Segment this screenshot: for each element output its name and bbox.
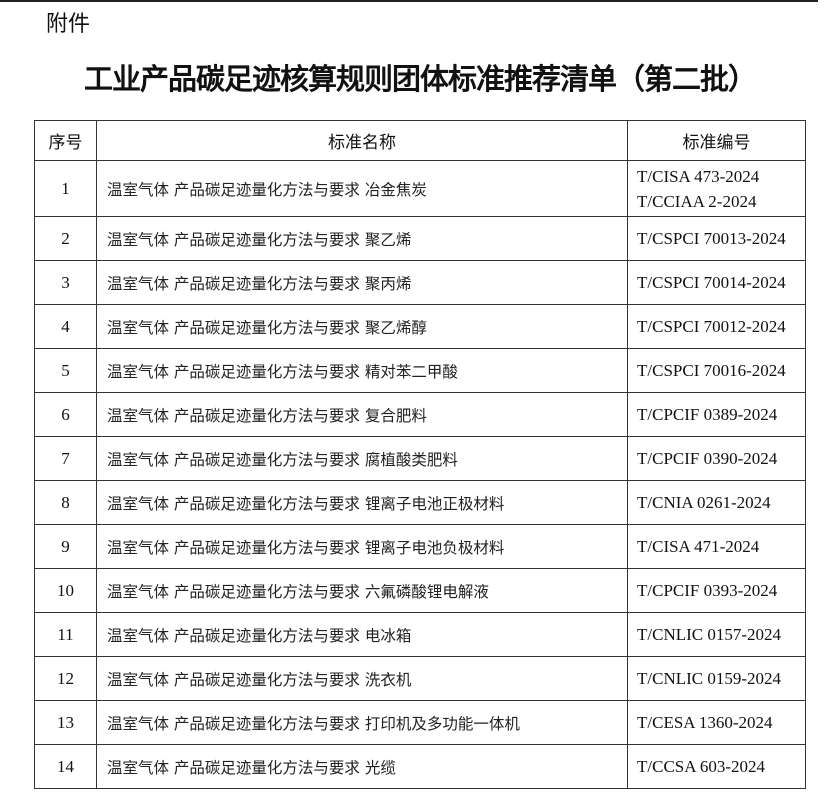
top-rule [0, 0, 818, 2]
row-number: 6 [34, 392, 97, 437]
standards-table: 序号 标准名称 标准编号 1 温室气体 产品碳足迹量化方法与要求 冶金焦炭 T/CI… [34, 120, 806, 789]
table-row: 13 温室气体 产品碳足迹量化方法与要求 打印机及多功能一体机 T/CESA 136… [34, 700, 806, 745]
standard-code-cell: T/CSPCI 70014-2024 [627, 260, 806, 305]
standard-code: T/CPCIF 0393-2024 [637, 581, 778, 600]
standard-code-cell: T/CESA 1360-2024 [627, 700, 806, 745]
table-row: 14 温室气体 产品碳足迹量化方法与要求 光缆 T/CCSA 603-2024 [34, 744, 806, 789]
standard-code: T/CPCIF 0390-2024 [637, 449, 778, 468]
standard-code: T/CPCIF 0389-2024 [637, 405, 778, 424]
standard-name: 温室气体 产品碳足迹量化方法与要求 锂离子电池负极材料 [96, 524, 628, 569]
standard-code-cell: T/CSPCI 70016-2024 [627, 348, 806, 393]
standard-code-cell: T/CCSA 603-2024 [627, 744, 806, 789]
standard-code: T/CNIA 0261-2024 [637, 493, 771, 512]
standard-name: 温室气体 产品碳足迹量化方法与要求 洗衣机 [96, 656, 628, 701]
standard-code-cell: T/CSPCI 70012-2024 [627, 304, 806, 349]
standard-name: 温室气体 产品碳足迹量化方法与要求 聚丙烯 [96, 260, 628, 305]
standard-code-cell: T/CNLIC 0159-2024 [627, 656, 806, 701]
table-row: 2 温室气体 产品碳足迹量化方法与要求 聚乙烯 T/CSPCI 70013-2024 [34, 216, 806, 261]
table-header-row: 序号 标准名称 标准编号 [34, 120, 806, 161]
standard-code: T/CSPCI 70013-2024 [637, 229, 786, 248]
row-number: 11 [34, 612, 97, 657]
row-number: 13 [34, 700, 97, 745]
standard-name: 温室气体 产品碳足迹量化方法与要求 冶金焦炭 [96, 160, 628, 217]
standard-code-cell: T/CPCIF 0390-2024 [627, 436, 806, 481]
standard-code-cell: T/CSPCI 70013-2024 [627, 216, 806, 261]
header-no: 序号 [34, 120, 97, 161]
standard-code: T/CSPCI 70012-2024 [637, 317, 786, 336]
standard-code: T/CNLIC 0157-2024 [637, 625, 782, 644]
standard-code: T/CESA 1360-2024 [637, 713, 773, 732]
table-row: 6 温室气体 产品碳足迹量化方法与要求 复合肥料 T/CPCIF 0389-2024 [34, 392, 806, 437]
standard-code: T/CISA 471-2024 [637, 537, 760, 556]
table-row: 12 温室气体 产品碳足迹量化方法与要求 洗衣机 T/CNLIC 0159-2024 [34, 656, 806, 701]
standard-code: T/CISA 473-2024 [637, 166, 760, 186]
attachment-label: 附件 [46, 12, 91, 37]
standard-name: 温室气体 产品碳足迹量化方法与要求 打印机及多功能一体机 [96, 700, 628, 745]
standard-name: 温室气体 产品碳足迹量化方法与要求 电冰箱 [96, 612, 628, 657]
row-number: 10 [34, 568, 97, 613]
row-number: 12 [34, 656, 97, 701]
header-name: 标准名称 [96, 120, 628, 161]
standard-code: T/CNLIC 0159-2024 [637, 669, 782, 688]
standard-name: 温室气体 产品碳足迹量化方法与要求 复合肥料 [96, 392, 628, 437]
standard-name: 温室气体 产品碳足迹量化方法与要求 精对苯二甲酸 [96, 348, 628, 393]
standard-code: T/CCSA 603-2024 [637, 757, 765, 776]
standard-code-cell: T/CISA 471-2024 [627, 524, 806, 569]
header-code: 标准编号 [627, 120, 806, 161]
standard-code-cell: T/CNIA 0261-2024 [627, 480, 806, 525]
standard-code-cell: T/CNLIC 0157-2024 [627, 612, 806, 657]
standard-name: 温室气体 产品碳足迹量化方法与要求 锂离子电池正极材料 [96, 480, 628, 525]
row-number: 9 [34, 524, 97, 569]
standard-name: 温室气体 产品碳足迹量化方法与要求 六氟磷酸锂电解液 [96, 568, 628, 613]
standard-name: 温室气体 产品碳足迹量化方法与要求 聚乙烯 [96, 216, 628, 261]
row-number: 14 [34, 744, 97, 789]
standard-name: 温室气体 产品碳足迹量化方法与要求 聚乙烯醇 [96, 304, 628, 349]
row-number: 3 [34, 260, 97, 305]
standard-code-cell: T/CPCIF 0389-2024 [627, 392, 806, 437]
table-row: 8 温室气体 产品碳足迹量化方法与要求 锂离子电池正极材料 T/CNIA 0261-… [34, 480, 806, 525]
table-row: 7 温室气体 产品碳足迹量化方法与要求 腐植酸类肥料 T/CPCIF 0390-20… [34, 436, 806, 481]
row-number: 7 [34, 436, 97, 481]
document-title: 工业产品碳足迹核算规则团体标准推荐清单（第二批） [83, 62, 757, 96]
standard-code-cell: T/CISA 473-2024 T/CCIAA 2-2024 [627, 160, 806, 217]
table-row: 3 温室气体 产品碳足迹量化方法与要求 聚丙烯 T/CSPCI 70014-2024 [34, 260, 806, 305]
row-number: 5 [34, 348, 97, 393]
row-number: 8 [34, 480, 97, 525]
standard-code: T/CSPCI 70014-2024 [637, 273, 786, 292]
table-row: 11 温室气体 产品碳足迹量化方法与要求 电冰箱 T/CNLIC 0157-2024 [34, 612, 806, 657]
standard-name: 温室气体 产品碳足迹量化方法与要求 腐植酸类肥料 [96, 436, 628, 481]
standard-code-cell: T/CPCIF 0393-2024 [627, 568, 806, 613]
table-row: 1 温室气体 产品碳足迹量化方法与要求 冶金焦炭 T/CISA 473-2024 T/… [34, 160, 806, 217]
standard-code: T/CCIAA 2-2024 [637, 191, 757, 211]
table-row: 5 温室气体 产品碳足迹量化方法与要求 精对苯二甲酸 T/CSPCI 70016-2… [34, 348, 806, 393]
row-number: 4 [34, 304, 97, 349]
table-row: 10 温室气体 产品碳足迹量化方法与要求 六氟磷酸锂电解液 T/CPCIF 0393… [34, 568, 806, 613]
standard-code: T/CSPCI 70016-2024 [637, 361, 786, 380]
standard-name: 温室气体 产品碳足迹量化方法与要求 光缆 [96, 744, 628, 789]
row-number: 2 [34, 216, 97, 261]
table-row: 9 温室气体 产品碳足迹量化方法与要求 锂离子电池负极材料 T/CISA 471-2… [34, 524, 806, 569]
row-number: 1 [34, 160, 97, 217]
table-row: 4 温室气体 产品碳足迹量化方法与要求 聚乙烯醇 T/CSPCI 70012-202… [34, 304, 806, 349]
